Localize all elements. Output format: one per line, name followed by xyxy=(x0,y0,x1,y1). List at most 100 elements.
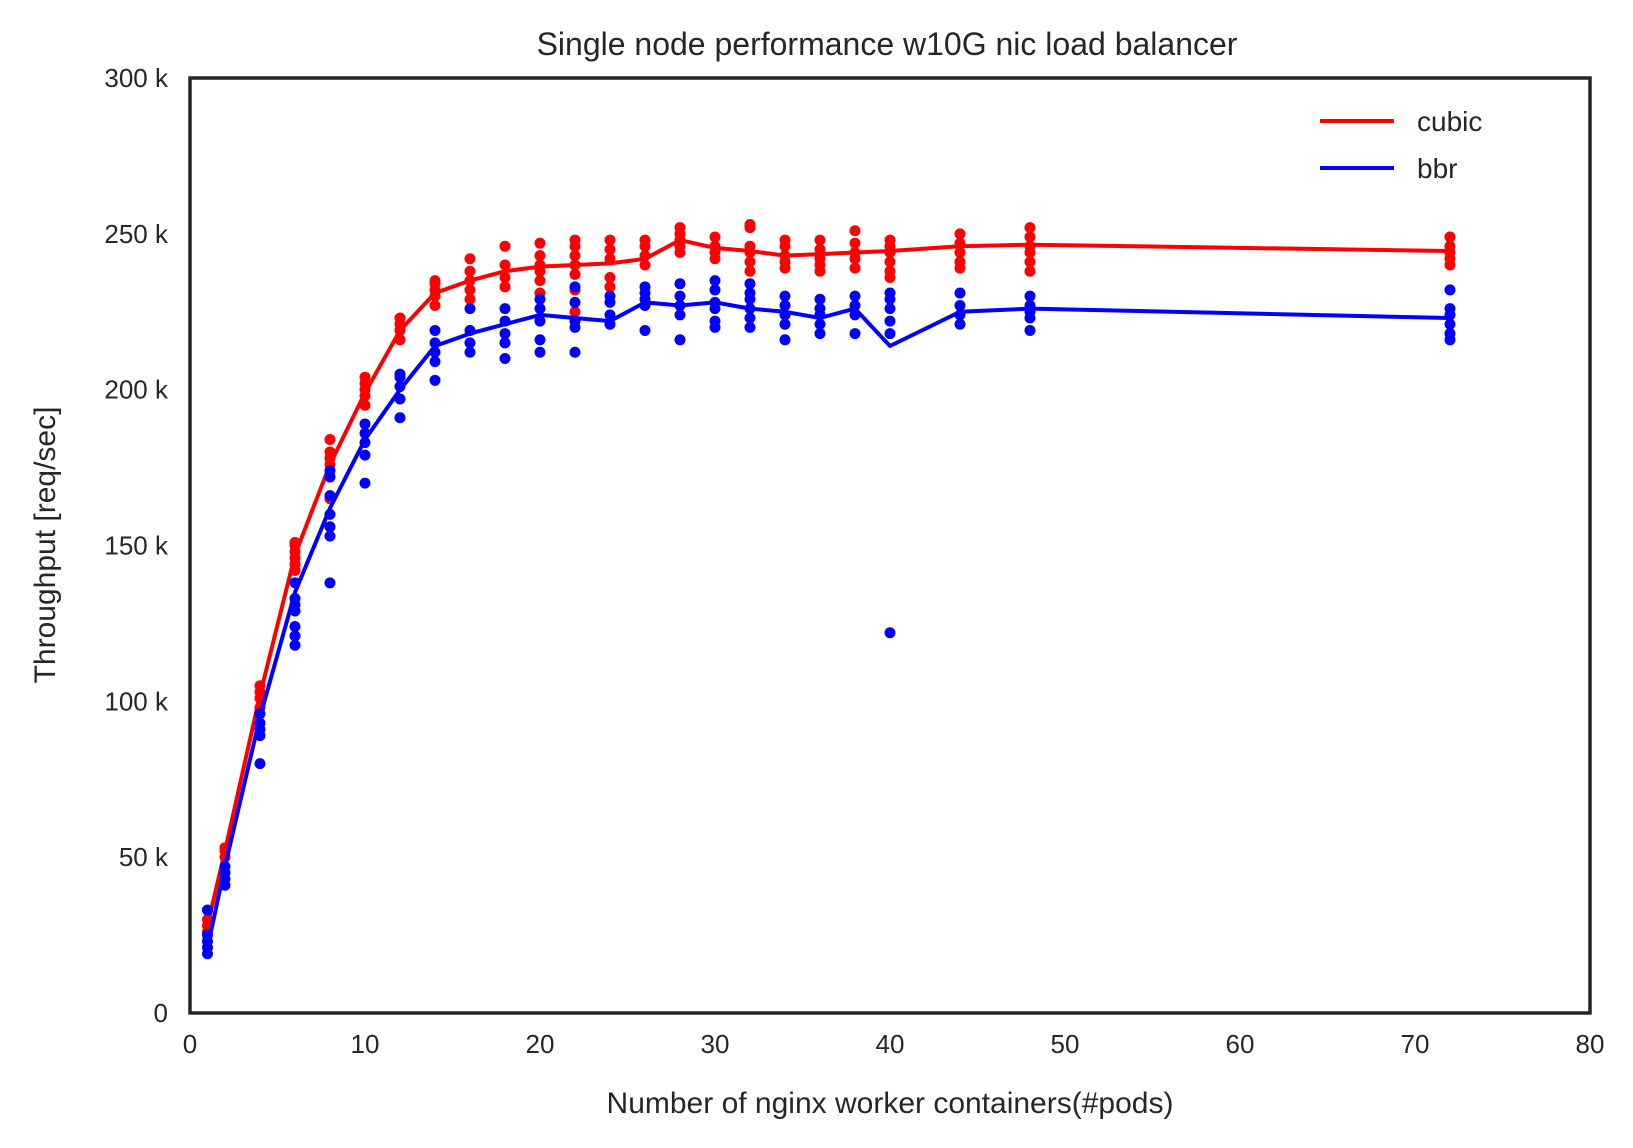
cubic-data-point xyxy=(499,259,511,271)
bbr-data-point xyxy=(464,303,476,315)
cubic-data-point xyxy=(884,234,896,246)
cubic-data-point xyxy=(569,234,581,246)
cubic-data-point xyxy=(604,281,616,293)
bbr-data-point xyxy=(744,321,756,333)
bbr-data-point xyxy=(499,353,511,364)
bbr-data-point xyxy=(534,293,546,305)
legend: cubic bbr xyxy=(1320,106,1482,184)
cubic-data-point xyxy=(429,300,441,312)
cubic-data-point xyxy=(464,253,476,265)
x-axis-title: Number of nginx worker containers(#pods) xyxy=(607,1087,1174,1120)
cubic-data-point xyxy=(464,265,476,277)
bbr-data-point xyxy=(709,275,721,287)
cubic-data-point xyxy=(814,234,826,246)
bbr-data-point xyxy=(289,630,301,642)
cubic-data-point xyxy=(849,262,861,274)
x-tick-label: 30 xyxy=(701,1029,730,1059)
y-tick-label: 50 k xyxy=(119,842,169,872)
legend-label-bbr: bbr xyxy=(1417,153,1457,184)
bbr-series-line xyxy=(205,300,1451,948)
cubic-data-point xyxy=(394,312,406,324)
cubic-data-point xyxy=(499,240,511,252)
bbr-data-point xyxy=(779,290,791,302)
cubic-data-point xyxy=(779,234,791,246)
bbr-data-point xyxy=(744,278,756,290)
cubic-data-point xyxy=(954,247,966,259)
bbr-data-point xyxy=(814,328,826,340)
bbr-data-point xyxy=(499,303,511,315)
bbr-data-point xyxy=(464,346,476,358)
bbr-data-point xyxy=(954,318,966,330)
x-axis-ticks: 0 10 20 30 40 50 60 70 80 xyxy=(183,1029,1605,1059)
bbr-data-point xyxy=(884,328,896,340)
bbr-data-point xyxy=(639,324,651,336)
x-tick-label: 60 xyxy=(1226,1029,1255,1059)
y-tick-label: 250 k xyxy=(104,219,169,249)
bbr-data-point xyxy=(639,281,651,293)
x-tick-label: 70 xyxy=(1401,1029,1430,1059)
bbr-data-point xyxy=(359,477,371,489)
cubic-data-point xyxy=(744,222,756,234)
bbr-data-point xyxy=(429,356,441,368)
bbr-data-point xyxy=(359,418,371,430)
bbr-data-point xyxy=(849,328,861,340)
series-layer xyxy=(202,218,1456,960)
cubic-data-point xyxy=(639,234,651,246)
series-bbr xyxy=(202,275,1456,960)
cubic-data-point xyxy=(569,268,581,280)
cubic-data-point xyxy=(1024,256,1036,268)
cubic-data-point xyxy=(569,306,581,318)
cubic-series-line xyxy=(205,238,1451,927)
cubic-data-point xyxy=(324,434,336,446)
bbr-data-point xyxy=(499,337,511,349)
cubic-data-point xyxy=(849,237,861,249)
bbr-data-point xyxy=(884,303,896,315)
bbr-data-point xyxy=(814,318,826,330)
bbr-data-point xyxy=(499,328,511,340)
bbr-data-point xyxy=(394,368,406,380)
y-tick-label: 200 k xyxy=(104,375,169,405)
cubic-data-point xyxy=(464,284,476,296)
x-tick-label: 10 xyxy=(351,1029,380,1059)
cubic-data-point xyxy=(639,259,651,271)
y-tick-label: 300 k xyxy=(104,63,169,93)
plot-frame xyxy=(188,76,1592,1015)
bbr-data-point xyxy=(324,521,336,533)
bbr-data-point xyxy=(814,303,826,315)
x-tick-label: 20 xyxy=(526,1029,555,1059)
bbr-data-point xyxy=(289,621,301,633)
bbr-data-point xyxy=(674,309,686,321)
cubic-data-point xyxy=(604,234,616,246)
bbr-data-point xyxy=(709,315,721,327)
x-tick-label: 80 xyxy=(1576,1029,1605,1059)
cubic-data-point xyxy=(674,222,686,234)
y-tick-label: 100 k xyxy=(104,686,169,716)
cubic-data-point xyxy=(744,265,756,277)
bbr-data-point xyxy=(429,374,441,386)
bbr-data-point xyxy=(464,337,476,349)
cubic-data-point xyxy=(499,281,511,293)
bbr-data-point xyxy=(569,296,581,308)
bbr-data-point xyxy=(744,312,756,324)
bbr-data-point xyxy=(429,324,441,336)
bbr-data-point xyxy=(744,287,756,299)
bbr-data-point xyxy=(289,639,301,651)
cubic-data-point xyxy=(1024,265,1036,277)
bbr-data-point xyxy=(884,315,896,327)
cubic-data-point xyxy=(534,237,546,249)
plot-area xyxy=(188,76,1592,1015)
y-axis-title: Throughput [req/sec] xyxy=(29,407,62,684)
cubic-data-point xyxy=(1024,231,1036,243)
cubic-data-point xyxy=(464,293,476,305)
bbr-data-point xyxy=(394,412,406,424)
bbr-data-point xyxy=(884,287,896,299)
bbr-data-point xyxy=(1444,328,1456,340)
bbr-data-point xyxy=(779,300,791,312)
bbr-data-point xyxy=(674,278,686,290)
x-tick-label: 40 xyxy=(876,1029,905,1059)
cubic-data-point xyxy=(954,256,966,268)
bbr-data-point xyxy=(674,334,686,346)
bbr-data-point xyxy=(202,904,213,916)
